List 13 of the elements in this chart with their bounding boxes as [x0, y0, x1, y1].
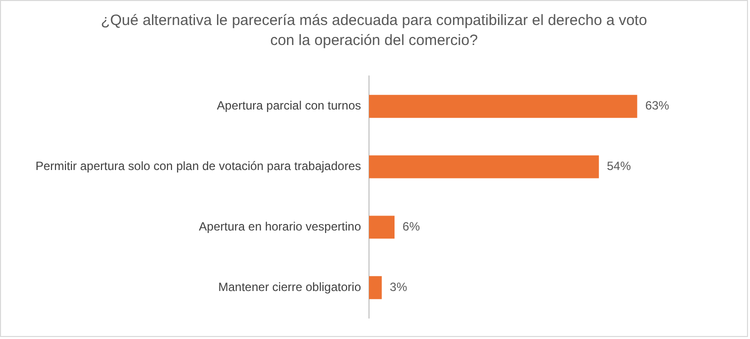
bar [369, 216, 395, 239]
y-tick-label: Apertura parcial con turnos [216, 98, 361, 113]
data-label: 63% [645, 98, 670, 113]
y-tick-label: Mantener cierre obligatorio [218, 280, 362, 294]
bar [369, 155, 599, 178]
y-tick-label: Permitir apertura solo con plan de votación para trabajadores [35, 159, 361, 174]
bar [369, 276, 382, 300]
data-label: 3% [390, 280, 408, 294]
chart-title: ¿Qué alternativa le parecería más adecuada para compatibilizar el derecho a voto con la operación del comercio? [100, 11, 648, 51]
data-label: 54% [606, 159, 632, 174]
bar [369, 94, 638, 118]
y-tick-label: Apertura en horario vespertino [198, 220, 362, 234]
data-label: 6% [402, 220, 420, 234]
